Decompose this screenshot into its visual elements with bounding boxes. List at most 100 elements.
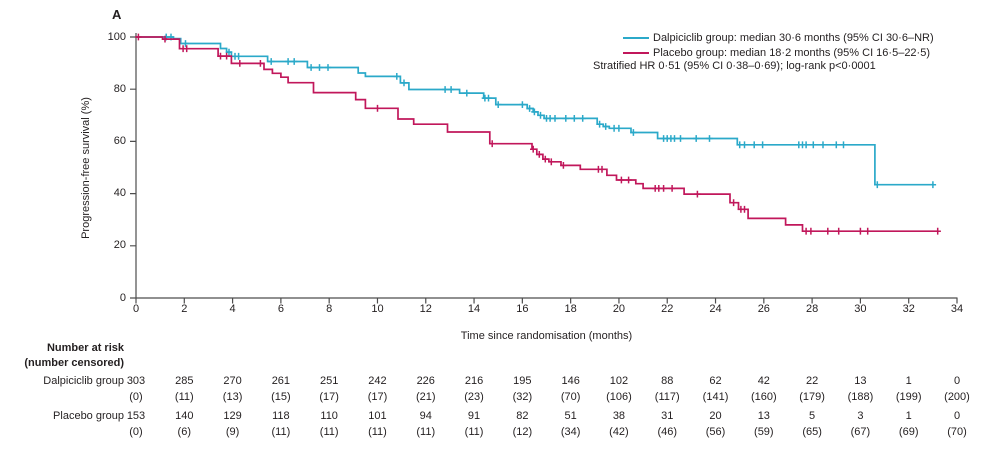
risk-at-risk-cell: 285 bbox=[175, 375, 194, 387]
censor-marks-placebo bbox=[135, 33, 941, 235]
risk-at-risk-cell: 3 bbox=[857, 410, 864, 422]
risk-censored-cell: (23) bbox=[464, 391, 484, 403]
y-tick-label: 0 bbox=[119, 291, 126, 304]
risk-at-risk-cell: 140 bbox=[175, 410, 194, 422]
risk-censored-cell: (13) bbox=[222, 391, 243, 403]
risk-censored-cell: (188) bbox=[847, 391, 874, 403]
risk-censored-cell: (141) bbox=[702, 391, 729, 403]
risk-censored-cell: (21) bbox=[415, 391, 436, 403]
legend-label-placebo: Placebo group: median 18·2 months (95% C… bbox=[653, 46, 930, 59]
x-tick-label: 12 bbox=[419, 303, 432, 315]
risk-at-risk-cell: 22 bbox=[805, 375, 819, 387]
risk-censored-cell: (70) bbox=[947, 426, 967, 438]
y-tick-label: 20 bbox=[113, 239, 126, 252]
risk-at-risk-cell: 102 bbox=[609, 375, 629, 387]
risk-at-risk-cell: 242 bbox=[368, 375, 387, 387]
x-tick-label: 14 bbox=[467, 303, 481, 315]
risk-at-risk-cell: 101 bbox=[368, 410, 387, 422]
risk-censored-cell: (59) bbox=[754, 426, 774, 438]
risk-at-risk-cell: 118 bbox=[272, 410, 290, 422]
risk-at-risk-cell: 94 bbox=[419, 410, 432, 422]
x-tick-label: 8 bbox=[326, 303, 333, 315]
x-axis-label: Time since randomisation (months) bbox=[460, 330, 633, 342]
risk-censored-cell: (0) bbox=[129, 426, 143, 438]
legend: Dalpiciclib group: median 30·6 months (9… bbox=[593, 30, 934, 75]
risk-at-risk-cell: 110 bbox=[320, 410, 338, 422]
km-curve-placebo bbox=[136, 36, 938, 233]
x-tick-label: 2 bbox=[181, 303, 188, 315]
risk-censored-cell: (11) bbox=[174, 391, 194, 403]
x-tick-label: 32 bbox=[902, 303, 915, 315]
risk-at-risk-cell: 51 bbox=[564, 410, 577, 422]
placebo-line-swatch bbox=[623, 51, 649, 54]
risk-at-risk-cell: 13 bbox=[757, 410, 770, 422]
risk-censored-cell: (9) bbox=[225, 426, 240, 438]
risk-censored-cell: (32) bbox=[512, 391, 533, 403]
risk-at-risk-cell: 216 bbox=[464, 375, 484, 387]
risk-at-risk-cell: 1 bbox=[905, 375, 912, 387]
risk-at-risk-cell: 31 bbox=[661, 410, 674, 422]
y-tick-label: 60 bbox=[113, 134, 126, 147]
risk-at-risk-cell: 91 bbox=[467, 410, 481, 422]
risk-censored-cell: (11) bbox=[464, 426, 484, 438]
legend-stat-note: Stratified HR 0·51 (95% CI 0·38–0·69); l… bbox=[593, 60, 876, 72]
x-tick-label: 24 bbox=[709, 303, 722, 315]
risk-at-risk-cell: 251 bbox=[319, 375, 339, 387]
legend-item-placebo: Placebo group: median 18·2 months (95% C… bbox=[593, 45, 934, 60]
risk-at-risk-cell: 62 bbox=[709, 375, 722, 387]
risk-censored-cell: (200) bbox=[944, 391, 970, 403]
risk-at-risk-cell: 0 bbox=[953, 410, 961, 422]
legend-item-dalpiciclib: Dalpiciclib group: median 30·6 months (9… bbox=[593, 30, 934, 45]
risk-at-risk-cell: 20 bbox=[709, 410, 722, 422]
risk-censored-cell: (65) bbox=[802, 426, 822, 438]
risk-censored-cell: (17) bbox=[367, 391, 388, 403]
risk-censored-cell: (117) bbox=[654, 391, 680, 403]
x-tick-label: 16 bbox=[516, 303, 529, 315]
x-tick-label: 10 bbox=[371, 303, 384, 315]
risk-censored-cell: (15) bbox=[271, 391, 291, 403]
risk-at-risk-cell: 195 bbox=[513, 375, 532, 387]
y-tick-label: 40 bbox=[113, 187, 126, 200]
risk-at-risk-cell: 270 bbox=[223, 375, 242, 387]
risk-censored-cell: (11) bbox=[416, 426, 436, 438]
risk-censored-cell: (46) bbox=[657, 426, 678, 438]
risk-censored-cell: (69) bbox=[898, 426, 919, 438]
axes bbox=[130, 33, 958, 304]
risk-row-label-dalpiciclib: Dalpiciclib group bbox=[43, 375, 124, 387]
risk-at-risk-cell: 42 bbox=[757, 375, 770, 387]
x-tick-label: 6 bbox=[277, 303, 284, 315]
x-tick-label: 18 bbox=[564, 303, 577, 315]
risk-at-risk-cell: 13 bbox=[854, 375, 867, 387]
risk-at-risk-cell: 1 bbox=[905, 410, 912, 422]
x-tick-label: 20 bbox=[612, 303, 626, 315]
x-tick-label: 0 bbox=[132, 303, 140, 315]
risk-censored-cell: (11) bbox=[271, 426, 291, 438]
risk-at-risk-cell: 0 bbox=[953, 375, 961, 387]
risk-censored-cell: (106) bbox=[606, 391, 632, 403]
censor-marks-dalpiciclib bbox=[163, 33, 937, 189]
risk-censored-cell: (199) bbox=[895, 391, 922, 403]
risk-row-label-placebo: Placebo group bbox=[53, 410, 124, 422]
x-tick-label: 4 bbox=[229, 303, 236, 315]
risk-at-risk-cell: 5 bbox=[809, 410, 816, 422]
risk-censored-cell: (11) bbox=[368, 426, 387, 438]
risk-censored-cell: (160) bbox=[750, 391, 777, 403]
risk-censored-cell: (179) bbox=[799, 391, 825, 403]
risk-censored-cell: (11) bbox=[319, 426, 339, 438]
risk-censored-cell: (17) bbox=[319, 391, 339, 403]
risk-at-risk-cell: 153 bbox=[126, 410, 146, 422]
risk-censored-cell: (70) bbox=[560, 391, 581, 403]
risk-table-header-line2: (number censored) bbox=[24, 357, 124, 369]
y-tick-label: 100 bbox=[107, 30, 126, 43]
x-tick-label: 22 bbox=[661, 303, 674, 315]
risk-at-risk-cell: 38 bbox=[612, 410, 626, 422]
risk-censored-cell: (0) bbox=[129, 391, 143, 403]
x-tick-label: 30 bbox=[854, 303, 867, 315]
risk-censored-cell: (34) bbox=[560, 426, 581, 438]
y-tick-label: 80 bbox=[113, 82, 126, 95]
risk-censored-cell: (42) bbox=[609, 426, 629, 438]
risk-at-risk-cell: 82 bbox=[516, 410, 529, 422]
panel-label: A bbox=[112, 7, 122, 22]
